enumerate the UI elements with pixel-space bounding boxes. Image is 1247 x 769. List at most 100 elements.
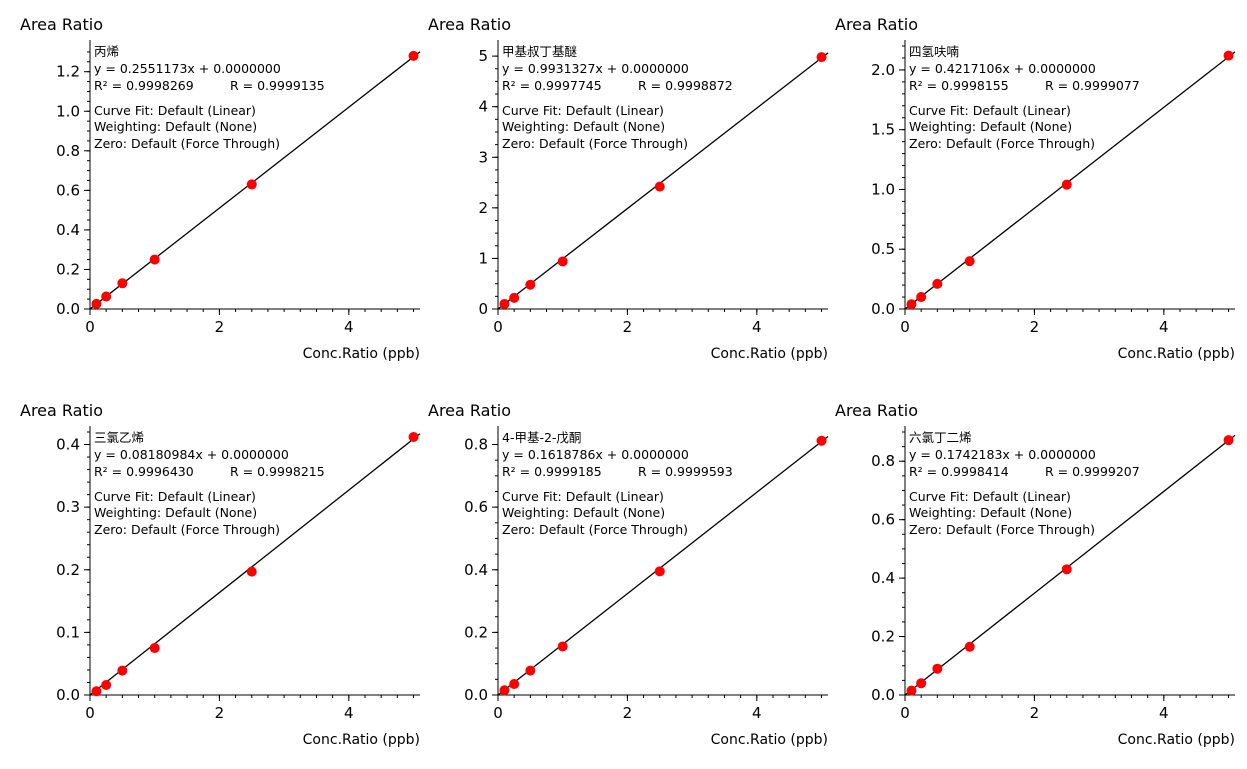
y-tick-label: 0.6 [56, 181, 80, 199]
data-point [1061, 564, 1072, 575]
x-tick-label: 2 [215, 318, 225, 336]
r-value: R = 0.9999593 [638, 464, 733, 479]
curve-fit-setting: Curve Fit: Default (Linear) [909, 103, 1071, 118]
x-axis-title: Conc.Ratio (ppb) [1118, 346, 1235, 362]
r-squared-value: R² = 0.9998269 [94, 78, 194, 93]
regression-line [89, 433, 421, 696]
data-point [1061, 179, 1072, 190]
regression-equation: y = 0.9931327x + 0.0000000 [502, 61, 689, 76]
calibration-chart-panel: Area Ratio 0 1 2 3 4 5 0 2 4 Conc.Ratio (ppb) 甲基叔丁基… [408, 0, 829, 370]
curve-fit-setting: Curve Fit: Default (Linear) [94, 103, 256, 118]
r-value: R = 0.9998872 [638, 78, 733, 93]
y-tick-label: 0.5 [871, 240, 895, 258]
data-point [932, 278, 943, 289]
data-point [91, 298, 102, 309]
y-tick-label: 5 [478, 47, 488, 65]
y-tick-label: 2.0 [871, 61, 895, 79]
regression-line [89, 51, 421, 310]
r-squared-value: R² = 0.9998414 [909, 464, 1009, 479]
x-tick-label: 0 [900, 318, 910, 336]
x-tick-label: 2 [623, 318, 633, 336]
calibration-chart-svg: Area Ratio 0.0 0.2 0.4 0.6 0.8 1.0 1.2 0 2 4 Conc.R… [20, 15, 421, 362]
x-axis-title: Conc.Ratio (ppb) [711, 732, 828, 748]
x-tick-label: 4 [344, 704, 354, 722]
x-tick-label: 4 [752, 704, 762, 722]
data-point [149, 254, 160, 265]
zero-setting: Zero: Default (Force Through) [502, 522, 688, 537]
data-point [117, 665, 128, 676]
y-tick-label: 0.3 [56, 498, 80, 516]
data-point [816, 52, 827, 63]
data-point [117, 278, 128, 289]
x-tick-label: 4 [1159, 318, 1169, 336]
x-tick-label: 4 [1159, 704, 1169, 722]
y-tick-label: 0.2 [56, 561, 80, 579]
data-point [509, 679, 520, 690]
weighting-setting: Weighting: Default (None) [94, 119, 257, 134]
r-squared-value: R² = 0.9998155 [909, 78, 1009, 93]
x-tick-label: 2 [1030, 318, 1040, 336]
y-tick-label: 0.0 [464, 686, 488, 704]
y-axis-title: Area Ratio [20, 401, 103, 420]
r-squared-value: R² = 0.9999185 [502, 464, 602, 479]
weighting-setting: Weighting: Default (None) [502, 119, 665, 134]
x-tick-label: 2 [1030, 704, 1040, 722]
data-point [557, 641, 568, 652]
y-tick-label: 0.0 [56, 686, 80, 704]
regression-line [497, 436, 829, 696]
r-value: R = 0.9999077 [1045, 78, 1140, 93]
calibration-chart-panel: Area Ratio 0.0 0.2 0.4 0.6 0.8 0 2 4 Conc.Ratio (… [408, 386, 829, 756]
y-tick-label: 1.0 [56, 102, 80, 120]
x-tick-label: 2 [215, 704, 225, 722]
calibration-chart-panel: Area Ratio 0.0 0.2 0.4 0.6 0.8 0 2 4 Conc.Ratio (… [815, 386, 1236, 756]
weighting-setting: Weighting: Default (None) [94, 505, 257, 520]
y-axis-title: Area Ratio [428, 15, 511, 34]
regression-equation: y = 0.2551173x + 0.0000000 [94, 61, 281, 76]
y-tick-label: 0.4 [56, 221, 80, 239]
r-value: R = 0.9999207 [1045, 464, 1140, 479]
regression-equation: y = 0.08180984x + 0.0000000 [94, 447, 289, 462]
y-tick-label: 0.2 [464, 623, 488, 641]
data-point [525, 665, 536, 676]
compound-name: 三氯乙烯 [94, 430, 144, 445]
calibration-chart-svg: Area Ratio 0.0 0.5 1.0 1.5 2.0 0 2 4 Conc.Ratio (… [835, 15, 1236, 362]
weighting-setting: Weighting: Default (None) [909, 119, 1072, 134]
curve-fit-setting: Curve Fit: Default (Linear) [909, 489, 1071, 504]
x-axis-title: Conc.Ratio (ppb) [303, 732, 420, 748]
x-axis-title: Conc.Ratio (ppb) [1118, 732, 1235, 748]
data-point [964, 641, 975, 652]
y-axis-title: Area Ratio [20, 15, 103, 34]
zero-setting: Zero: Default (Force Through) [909, 136, 1095, 151]
calibration-chart-svg: Area Ratio 0.0 0.1 0.2 0.3 0.4 0 2 4 Conc.Ratio (… [20, 401, 421, 748]
data-point [101, 679, 112, 690]
zero-setting: Zero: Default (Force Through) [94, 522, 280, 537]
y-tick-label: 0.0 [56, 300, 80, 318]
data-point [91, 686, 102, 697]
data-point [916, 292, 927, 303]
data-point [246, 179, 257, 190]
curve-fit-setting: Curve Fit: Default (Linear) [502, 103, 664, 118]
data-point [816, 435, 827, 446]
regression-equation: y = 0.4217106x + 0.0000000 [909, 61, 1096, 76]
regression-equation: y = 0.1742183x + 0.0000000 [909, 447, 1096, 462]
y-axis-title: Area Ratio [428, 401, 511, 420]
zero-setting: Zero: Default (Force Through) [502, 136, 688, 151]
r-squared-value: R² = 0.9997745 [502, 78, 602, 93]
y-tick-label: 0 [478, 300, 488, 318]
y-tick-label: 1 [478, 249, 488, 267]
y-tick-label: 1.5 [871, 121, 895, 139]
zero-setting: Zero: Default (Force Through) [909, 522, 1095, 537]
calibration-chart-svg: Area Ratio 0.0 0.2 0.4 0.6 0.8 0 2 4 Conc.Ratio (… [835, 401, 1236, 748]
r-value: R = 0.9998215 [230, 464, 325, 479]
data-point [654, 566, 665, 577]
data-point [246, 566, 257, 577]
y-tick-label: 0.4 [464, 561, 488, 579]
y-tick-label: 0.2 [56, 260, 80, 278]
calibration-chart-svg: Area Ratio 0.0 0.2 0.4 0.6 0.8 0 2 4 Conc.Ratio (… [428, 401, 829, 748]
data-point [654, 181, 665, 192]
regression-equation: y = 0.1618786x + 0.0000000 [502, 447, 689, 462]
compound-name: 甲基叔丁基醚 [502, 44, 578, 59]
y-tick-label: 0.4 [871, 569, 895, 587]
calibration-chart-panel: Area Ratio 0.0 0.1 0.2 0.3 0.4 0 2 4 Conc.Ratio (… [0, 386, 421, 756]
calibration-chart-svg: Area Ratio 0 1 2 3 4 5 0 2 4 Conc.Ratio (ppb) 甲基叔丁基… [428, 15, 829, 362]
